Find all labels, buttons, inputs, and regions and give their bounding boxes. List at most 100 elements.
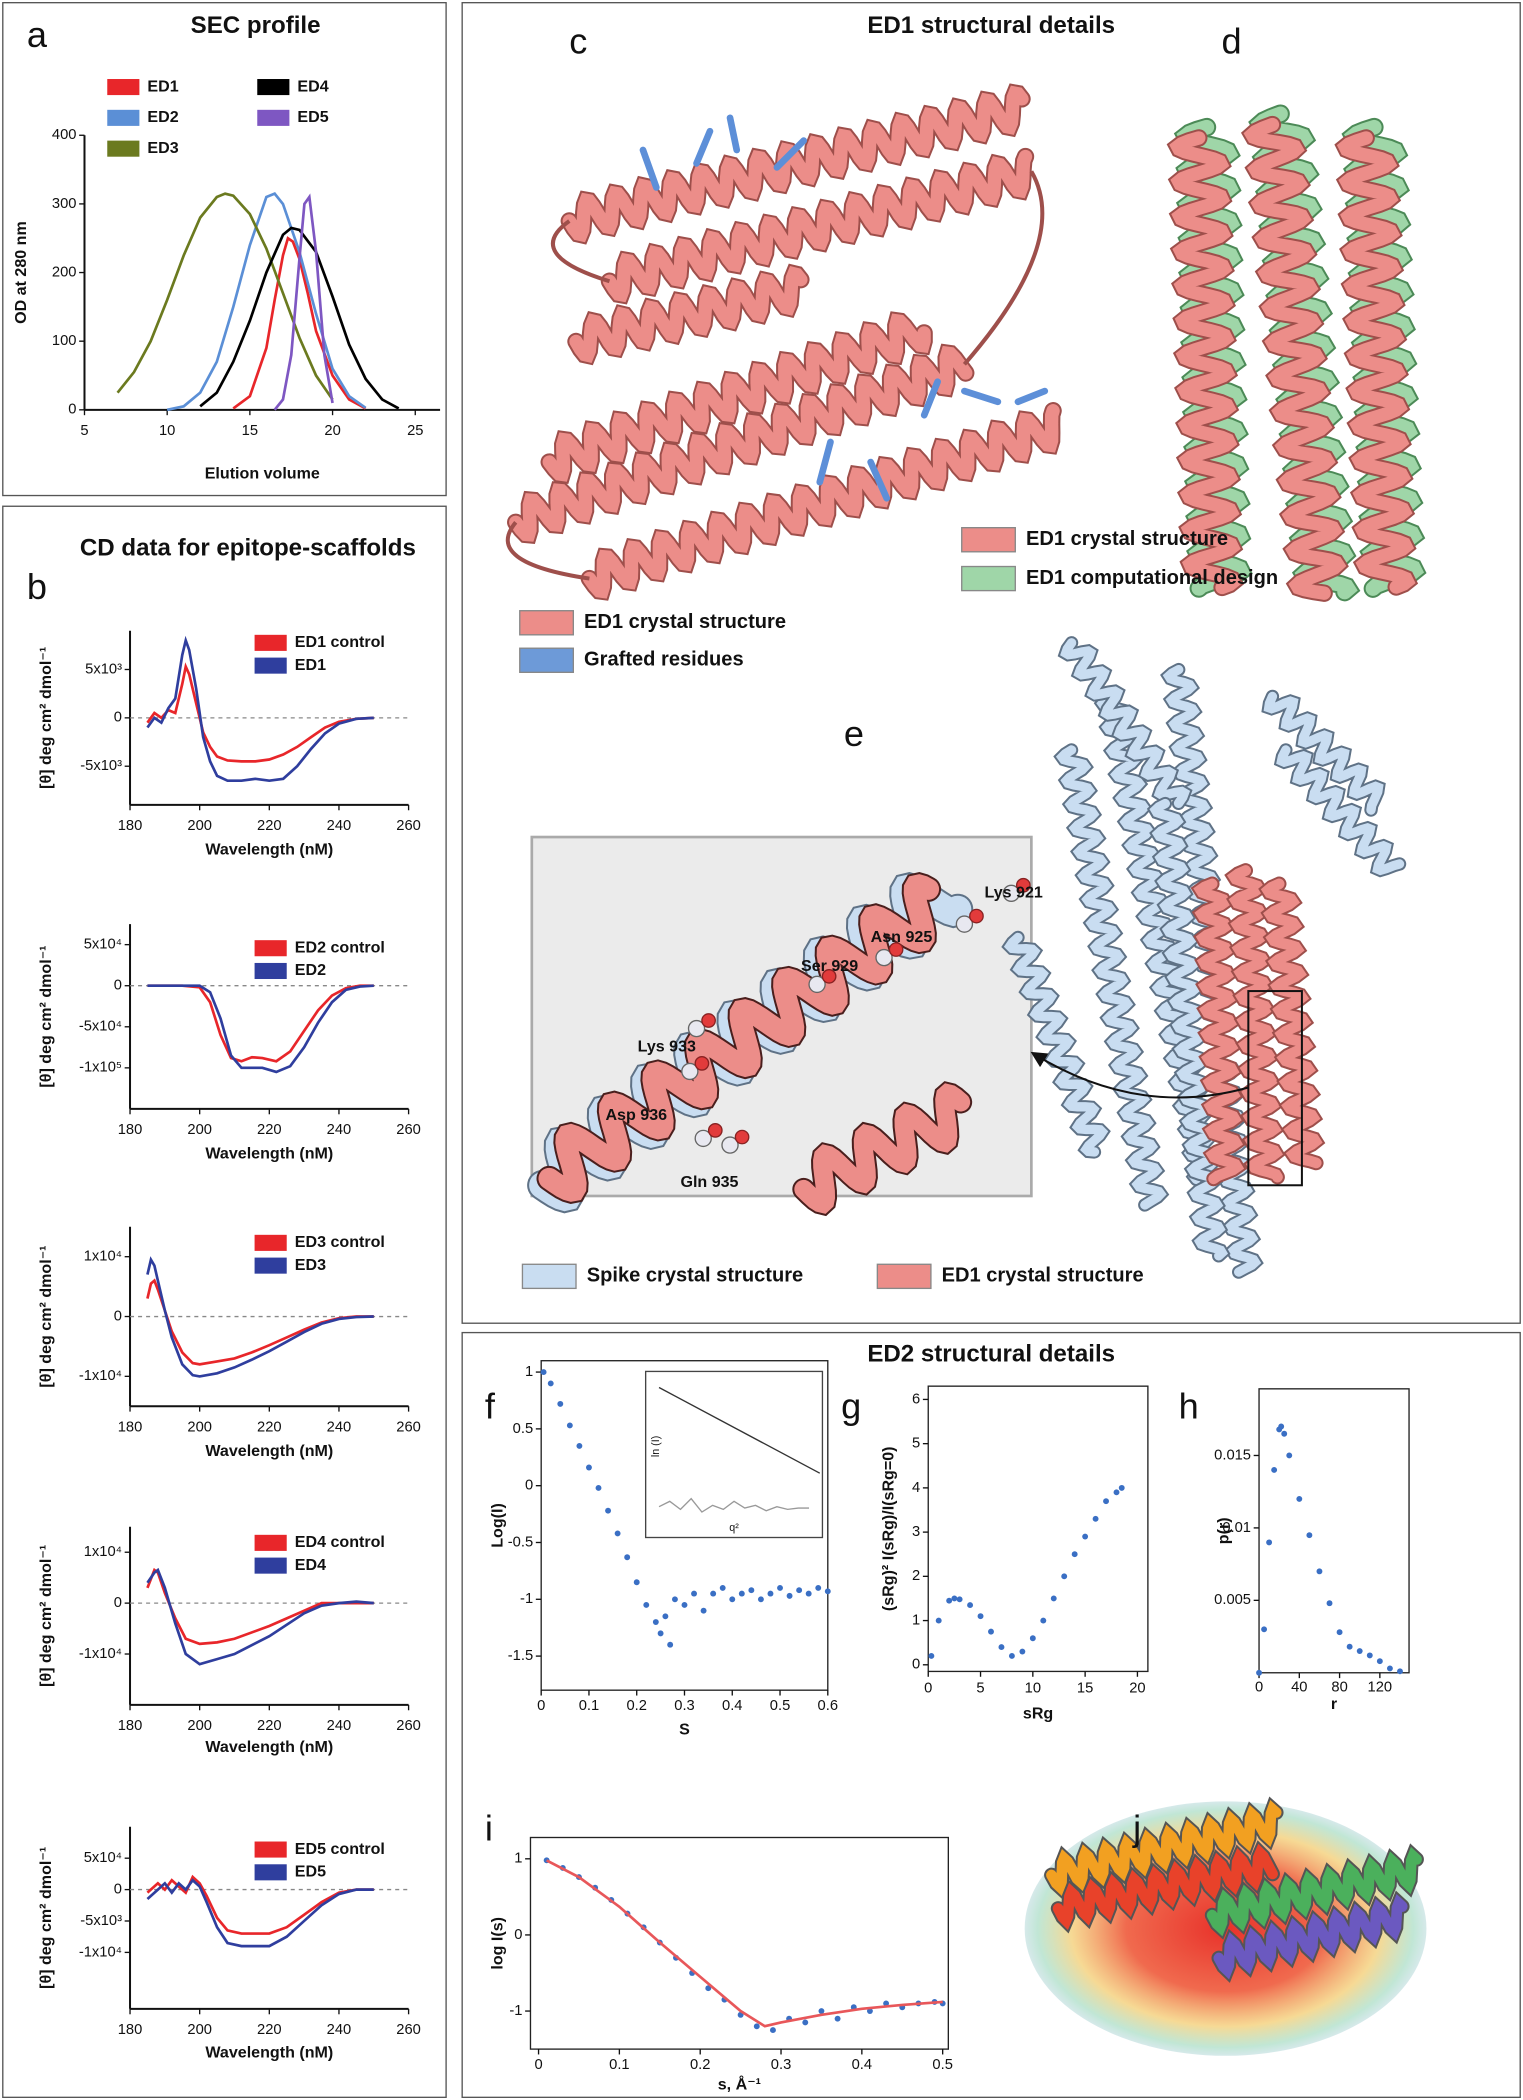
x-tick-label: 0.1 xyxy=(609,2057,629,2073)
series-line xyxy=(146,635,374,783)
data-point xyxy=(769,2027,776,2034)
y-tick-label: 0 xyxy=(114,1881,122,1897)
grafted-residue xyxy=(867,458,891,502)
x-tick-label: 5 xyxy=(80,423,88,439)
data-point xyxy=(967,1602,974,1609)
data-point xyxy=(935,1617,942,1624)
residue-label: Asn 925 xyxy=(871,928,933,946)
series-line xyxy=(146,1567,374,1646)
x-axis-title: Wavelength (nM) xyxy=(205,841,333,859)
data-point xyxy=(1113,1489,1120,1496)
series-line xyxy=(146,1874,374,1935)
heading: CD data for epitope-scaffolds xyxy=(80,534,416,561)
atom xyxy=(701,1013,716,1028)
atom xyxy=(808,975,826,994)
legend-swatch xyxy=(254,1557,287,1574)
series-line xyxy=(546,1859,943,2028)
data-point xyxy=(786,1592,793,1599)
data-point xyxy=(1278,1423,1285,1430)
x-tick-label: 220 xyxy=(257,818,282,834)
heading: ED2 structural details xyxy=(867,1341,1115,1368)
y-tick-label: 0.5 xyxy=(513,1421,533,1437)
data-point xyxy=(719,1584,726,1591)
x-axis-title: Wavelength (nM) xyxy=(205,1738,333,1756)
x-tick-label: 220 xyxy=(257,1420,282,1436)
y-tick-label: 1 xyxy=(514,1851,522,1867)
zoom-arrow xyxy=(1030,1051,1249,1099)
panel-letter: d xyxy=(1222,21,1242,62)
data-point xyxy=(700,1607,707,1614)
panel-letter: e xyxy=(844,713,864,754)
x-tick-label: 0.6 xyxy=(818,1698,838,1714)
data-point xyxy=(1050,1595,1057,1602)
x-tick-label: 80 xyxy=(1331,1679,1347,1695)
legend-swatch xyxy=(254,940,287,957)
atom xyxy=(681,1062,699,1081)
y-tick-label: 100 xyxy=(52,333,77,349)
data-point xyxy=(998,1644,1005,1651)
data-point xyxy=(1336,1629,1343,1636)
data-point xyxy=(605,1507,612,1514)
legend-swatch xyxy=(254,1864,287,1881)
helix xyxy=(562,85,1029,243)
data-point xyxy=(824,1588,831,1595)
y-tick-label: -0.5 xyxy=(508,1534,533,1550)
x-tick-label: 120 xyxy=(1368,1679,1393,1695)
legend-swatch xyxy=(107,109,140,126)
x-tick-label: 180 xyxy=(118,2022,143,2038)
data-point xyxy=(748,1587,755,1594)
legend-label: ED1 computational design xyxy=(1026,567,1278,589)
data-point xyxy=(796,1587,803,1594)
y-tick-label: -1x10⁴ xyxy=(79,1944,122,1960)
y-tick-label: 0.015 xyxy=(1214,1447,1251,1463)
legend-label: ED1 crystal structure xyxy=(584,611,786,633)
grafted-residue xyxy=(920,378,941,419)
y-tick-label: 0 xyxy=(525,1478,533,1494)
x-tick-label: 260 xyxy=(396,1420,421,1436)
data-point xyxy=(1376,1658,1383,1665)
y-tick-label: 200 xyxy=(52,264,77,280)
y-tick-label: 1x10⁴ xyxy=(84,1544,122,1560)
helix xyxy=(542,313,931,482)
legend-swatch xyxy=(254,1841,287,1858)
data-point xyxy=(988,1628,994,1635)
x-tick-label: 240 xyxy=(327,1122,352,1138)
panel-frame xyxy=(461,1331,1521,2098)
x-tick-label: 0 xyxy=(924,1681,932,1697)
atom xyxy=(694,1056,710,1071)
plot-frame xyxy=(1258,1388,1410,1674)
data-point xyxy=(1061,1573,1068,1580)
y-tick-label: 0.01 xyxy=(1222,1520,1251,1536)
data-point xyxy=(753,2023,760,2030)
panel-letter: h xyxy=(1179,1385,1199,1426)
x-tick-label: 15 xyxy=(1077,1681,1093,1697)
legend-label: ED1 crystal structure xyxy=(1026,528,1228,550)
data-point xyxy=(586,1464,592,1471)
x-tick-label: 260 xyxy=(396,818,421,834)
x-axis-title: Wavelength (nM) xyxy=(205,1145,333,1163)
helix xyxy=(1276,745,1405,876)
x-tick-label: 0 xyxy=(537,1698,545,1714)
y-tick-label: 1 xyxy=(912,1612,920,1628)
x-tick-label: 0.5 xyxy=(770,1698,790,1714)
legend-label: ED2 xyxy=(147,108,178,126)
grafted-residue xyxy=(961,387,1002,406)
legend-label: ED4 xyxy=(295,1556,326,1574)
legend-label: ED4 xyxy=(297,77,328,95)
grafted-residue xyxy=(773,137,808,171)
helix xyxy=(1193,878,1245,1185)
data-point xyxy=(643,1602,650,1608)
data-point xyxy=(1040,1617,1047,1624)
legend-label: ED1 xyxy=(147,77,178,95)
y-tick-label: 3 xyxy=(912,1524,920,1540)
inset-x-title: q² xyxy=(729,1522,739,1534)
series-line xyxy=(116,192,334,401)
series-line xyxy=(166,192,367,412)
y-tick-label: 0 xyxy=(114,1595,122,1611)
data-point xyxy=(1103,1498,1109,1505)
data-point xyxy=(576,1442,583,1449)
series-line xyxy=(146,1256,374,1378)
x-tick-label: 240 xyxy=(327,818,352,834)
x-axis-title: sRg xyxy=(1023,1705,1053,1723)
